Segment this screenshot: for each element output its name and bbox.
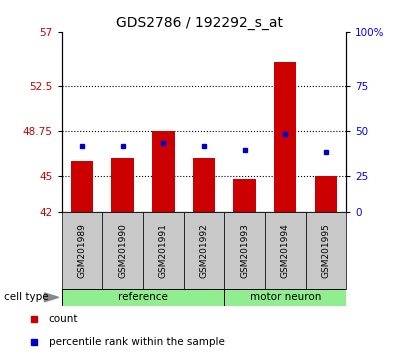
Bar: [274, 62, 297, 212]
Text: GSM201993: GSM201993: [240, 223, 249, 278]
Bar: [234, 179, 256, 212]
Text: reference: reference: [118, 292, 168, 302]
Bar: [224, 212, 265, 289]
Bar: [306, 212, 346, 289]
Bar: [102, 212, 143, 289]
Bar: [193, 158, 215, 212]
Bar: [265, 212, 306, 289]
Text: GSM201991: GSM201991: [159, 223, 168, 278]
Polygon shape: [45, 293, 59, 302]
Text: GSM201992: GSM201992: [199, 223, 209, 278]
Bar: [71, 161, 93, 212]
Bar: [62, 289, 224, 306]
Bar: [111, 158, 134, 212]
Bar: [143, 212, 183, 289]
Text: cell type: cell type: [4, 292, 49, 302]
Text: GSM201995: GSM201995: [322, 223, 330, 278]
Text: motor neuron: motor neuron: [250, 292, 321, 302]
Bar: [183, 212, 224, 289]
Text: count: count: [49, 314, 78, 324]
Text: percentile rank within the sample: percentile rank within the sample: [49, 337, 224, 347]
Text: GSM201990: GSM201990: [118, 223, 127, 278]
Bar: [152, 131, 174, 212]
Bar: [62, 212, 102, 289]
Bar: [315, 176, 337, 212]
Bar: [224, 289, 346, 306]
Text: GSM201989: GSM201989: [78, 223, 86, 278]
Text: GSM201994: GSM201994: [281, 223, 290, 278]
Text: GDS2786 / 192292_s_at: GDS2786 / 192292_s_at: [115, 16, 283, 30]
